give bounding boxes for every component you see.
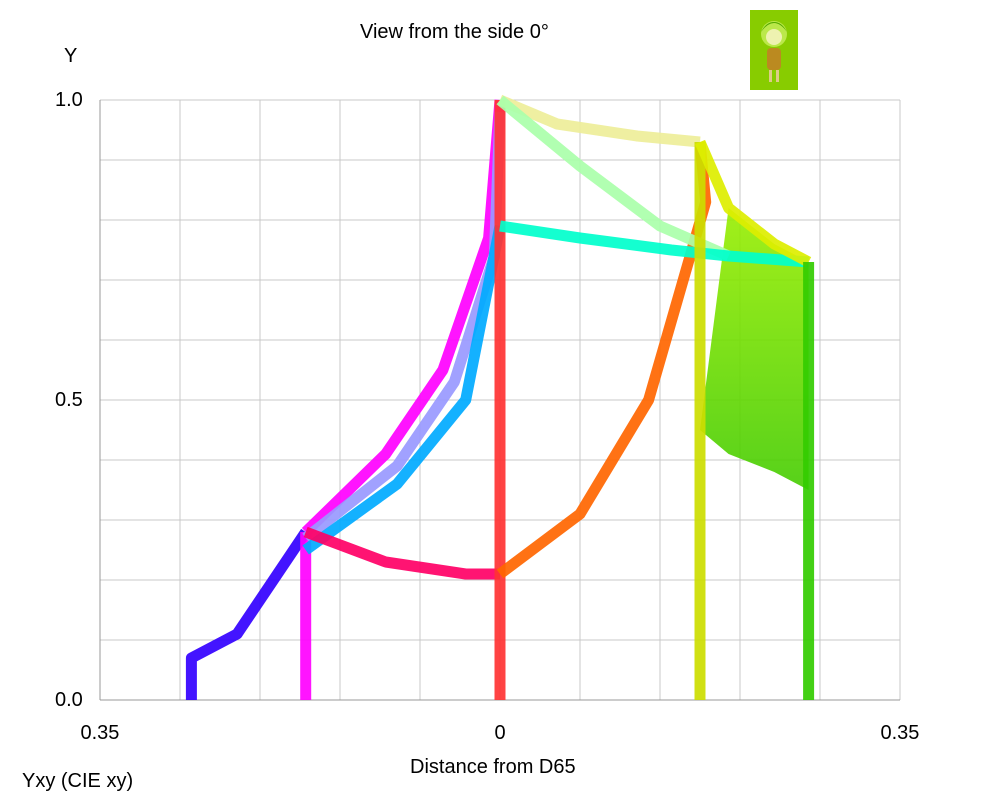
color-space-label: Yxy (CIE xy) xyxy=(22,770,134,792)
y-axis-label: Y xyxy=(64,45,78,67)
series-line xyxy=(302,224,506,555)
series-group xyxy=(185,94,815,700)
character-thumbnail-icon xyxy=(750,10,798,90)
series-line xyxy=(185,528,311,700)
x-axis-label: Distance from D65 xyxy=(410,756,576,778)
x-tick-label: 0.35 xyxy=(80,722,120,744)
series-line xyxy=(497,94,701,148)
series-line xyxy=(496,141,712,579)
y-tick-label: 1.0 xyxy=(55,89,83,111)
chart-title: View from the side 0° xyxy=(360,21,549,43)
x-tick-label: 0 xyxy=(494,722,506,744)
series-line xyxy=(694,139,812,267)
x-tick-label: 0.35 xyxy=(880,722,920,744)
y-tick-label: 0.5 xyxy=(55,389,83,411)
surface-patch xyxy=(700,208,809,490)
series-line xyxy=(499,220,810,268)
y-tick-label: 0.0 xyxy=(55,689,83,711)
series-line xyxy=(496,95,731,262)
series-line xyxy=(303,526,500,580)
surface xyxy=(700,208,809,490)
